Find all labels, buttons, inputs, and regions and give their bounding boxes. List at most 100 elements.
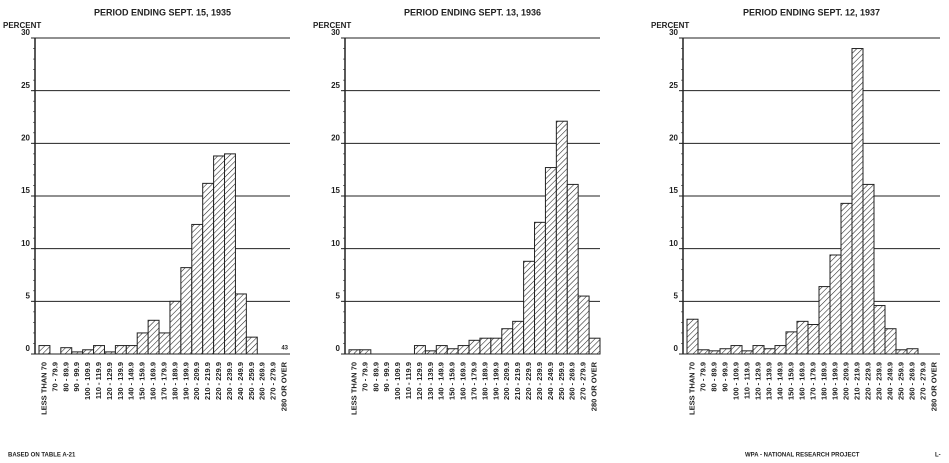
y-tick-label: 0 — [26, 344, 31, 353]
bar — [136, 332, 149, 355]
bar — [884, 328, 897, 355]
bar — [348, 349, 361, 355]
x-tick-label: 220 - 229.9 — [524, 362, 533, 400]
bar — [840, 202, 853, 355]
bar — [785, 331, 798, 355]
chart-title: PERIOD ENDING SEPT. 12, 1937 — [743, 7, 880, 17]
x-tick-label: LESS THAN 70 — [687, 362, 696, 415]
y-tick-label: 15 — [21, 186, 30, 195]
footer-right: WPA - NATIONAL RESEARCH PROJECT — [745, 453, 860, 459]
bar — [829, 254, 842, 355]
x-tick-label: 160 - 169.9 — [149, 362, 158, 400]
y-tick-label: 30 — [21, 28, 30, 37]
bar — [763, 348, 776, 355]
bar — [873, 305, 886, 355]
bar — [202, 182, 215, 355]
footer-left: BASED ON TABLE A-21 — [8, 453, 76, 459]
y-tick-label: 10 — [21, 239, 30, 248]
annotation: 43 — [281, 346, 288, 352]
x-tick-label: 130 - 139.9 — [116, 362, 125, 400]
bar — [818, 286, 831, 355]
bar — [697, 349, 710, 355]
y-tick-label: 20 — [331, 133, 340, 142]
x-tick-label: 230 - 239.9 — [874, 362, 883, 400]
bar — [796, 320, 809, 355]
bar — [544, 167, 557, 355]
bar — [224, 153, 236, 355]
bar — [490, 337, 503, 355]
x-tick-label: 100 - 109.9 — [393, 362, 402, 400]
bar — [234, 293, 247, 355]
x-tick-label: 80 - 89.9 — [61, 362, 70, 392]
x-tick-label: 110 - 119.9 — [94, 362, 103, 399]
bar — [534, 221, 546, 355]
x-tick-label: 150 - 159.9 — [448, 362, 457, 400]
x-tick-label: 170 - 179.9 — [159, 362, 168, 400]
x-tick-label: 110 - 119.9 — [404, 362, 413, 399]
x-tick-label: 180 - 189.9 — [170, 362, 179, 400]
x-tick-label: 190 - 199.9 — [181, 362, 190, 400]
bar — [424, 350, 437, 355]
bar — [686, 318, 699, 355]
x-tick-label: 160 - 169.9 — [797, 362, 806, 400]
bar — [435, 345, 448, 355]
bar — [807, 324, 820, 355]
x-tick-label: 230 - 239.9 — [535, 362, 544, 400]
y-tick-label: 15 — [669, 186, 678, 195]
bar — [125, 345, 138, 355]
bar — [457, 345, 470, 355]
bar — [906, 348, 919, 355]
x-tick-label: 100 - 109.9 — [83, 362, 92, 400]
x-tick-label: 240 - 249.9 — [546, 362, 555, 400]
bar — [147, 319, 160, 355]
y-tick-label: 20 — [21, 133, 30, 142]
y-tick-label: 15 — [331, 186, 340, 195]
y-axis-label: PERCENT — [3, 21, 41, 30]
x-tick-label: 110 - 119.9 — [742, 362, 751, 399]
x-tick-label: 170 - 179.9 — [808, 362, 817, 400]
x-tick-label: 250 - 259.9 — [247, 362, 256, 400]
x-tick-label: 200 - 209.9 — [502, 362, 511, 400]
bar — [512, 320, 525, 355]
bar — [180, 267, 193, 355]
bar — [479, 337, 492, 355]
bar — [213, 155, 226, 355]
x-tick-label: 240 - 249.9 — [885, 362, 894, 400]
x-tick-label: 180 - 189.9 — [480, 362, 489, 400]
y-tick-label: 5 — [26, 291, 31, 300]
x-tick-label: 260 - 269.9 — [258, 362, 267, 400]
x-tick-label: 280 OR OVER — [929, 361, 938, 411]
x-tick-label: 270 - 279.9 — [918, 362, 927, 400]
x-tick-label: 160 - 169.9 — [459, 362, 468, 400]
x-tick-label: LESS THAN 70 — [349, 362, 358, 415]
bar — [719, 348, 732, 355]
bar — [523, 260, 536, 355]
y-tick-label: 5 — [336, 291, 341, 300]
bar — [566, 183, 579, 355]
y-tick-label: 30 — [669, 28, 678, 37]
bar — [446, 348, 459, 355]
bar — [191, 223, 204, 355]
x-tick-label: 240 - 249.9 — [236, 362, 245, 400]
bar — [577, 295, 590, 355]
x-tick-label: 210 - 219.9 — [513, 362, 522, 400]
x-tick-label: 130 - 139.9 — [764, 362, 773, 400]
x-tick-label: 140 - 149.9 — [127, 362, 136, 400]
x-tick-label: 80 - 89.9 — [709, 362, 718, 392]
x-tick-label: 250 - 259.9 — [896, 362, 905, 400]
chart-title: PERIOD ENDING SEPT. 13, 1936 — [404, 7, 541, 17]
bar — [851, 48, 864, 355]
bar — [82, 349, 95, 355]
x-tick-label: 90 - 99.9 — [382, 362, 391, 392]
chart-title: PERIOD ENDING SEPT. 15, 1935 — [94, 7, 231, 17]
x-tick-label: 230 - 239.9 — [225, 362, 234, 400]
x-tick-label: 90 - 99.9 — [72, 362, 81, 392]
x-tick-label: 280 OR OVER — [590, 361, 599, 411]
y-tick-label: 0 — [674, 344, 679, 353]
bar — [38, 345, 51, 355]
bar — [60, 347, 73, 355]
y-tick-label: 25 — [21, 81, 30, 90]
y-tick-label: 0 — [336, 344, 341, 353]
y-axis-label: PERCENT — [313, 21, 351, 30]
x-tick-label: 130 - 139.9 — [426, 362, 435, 400]
